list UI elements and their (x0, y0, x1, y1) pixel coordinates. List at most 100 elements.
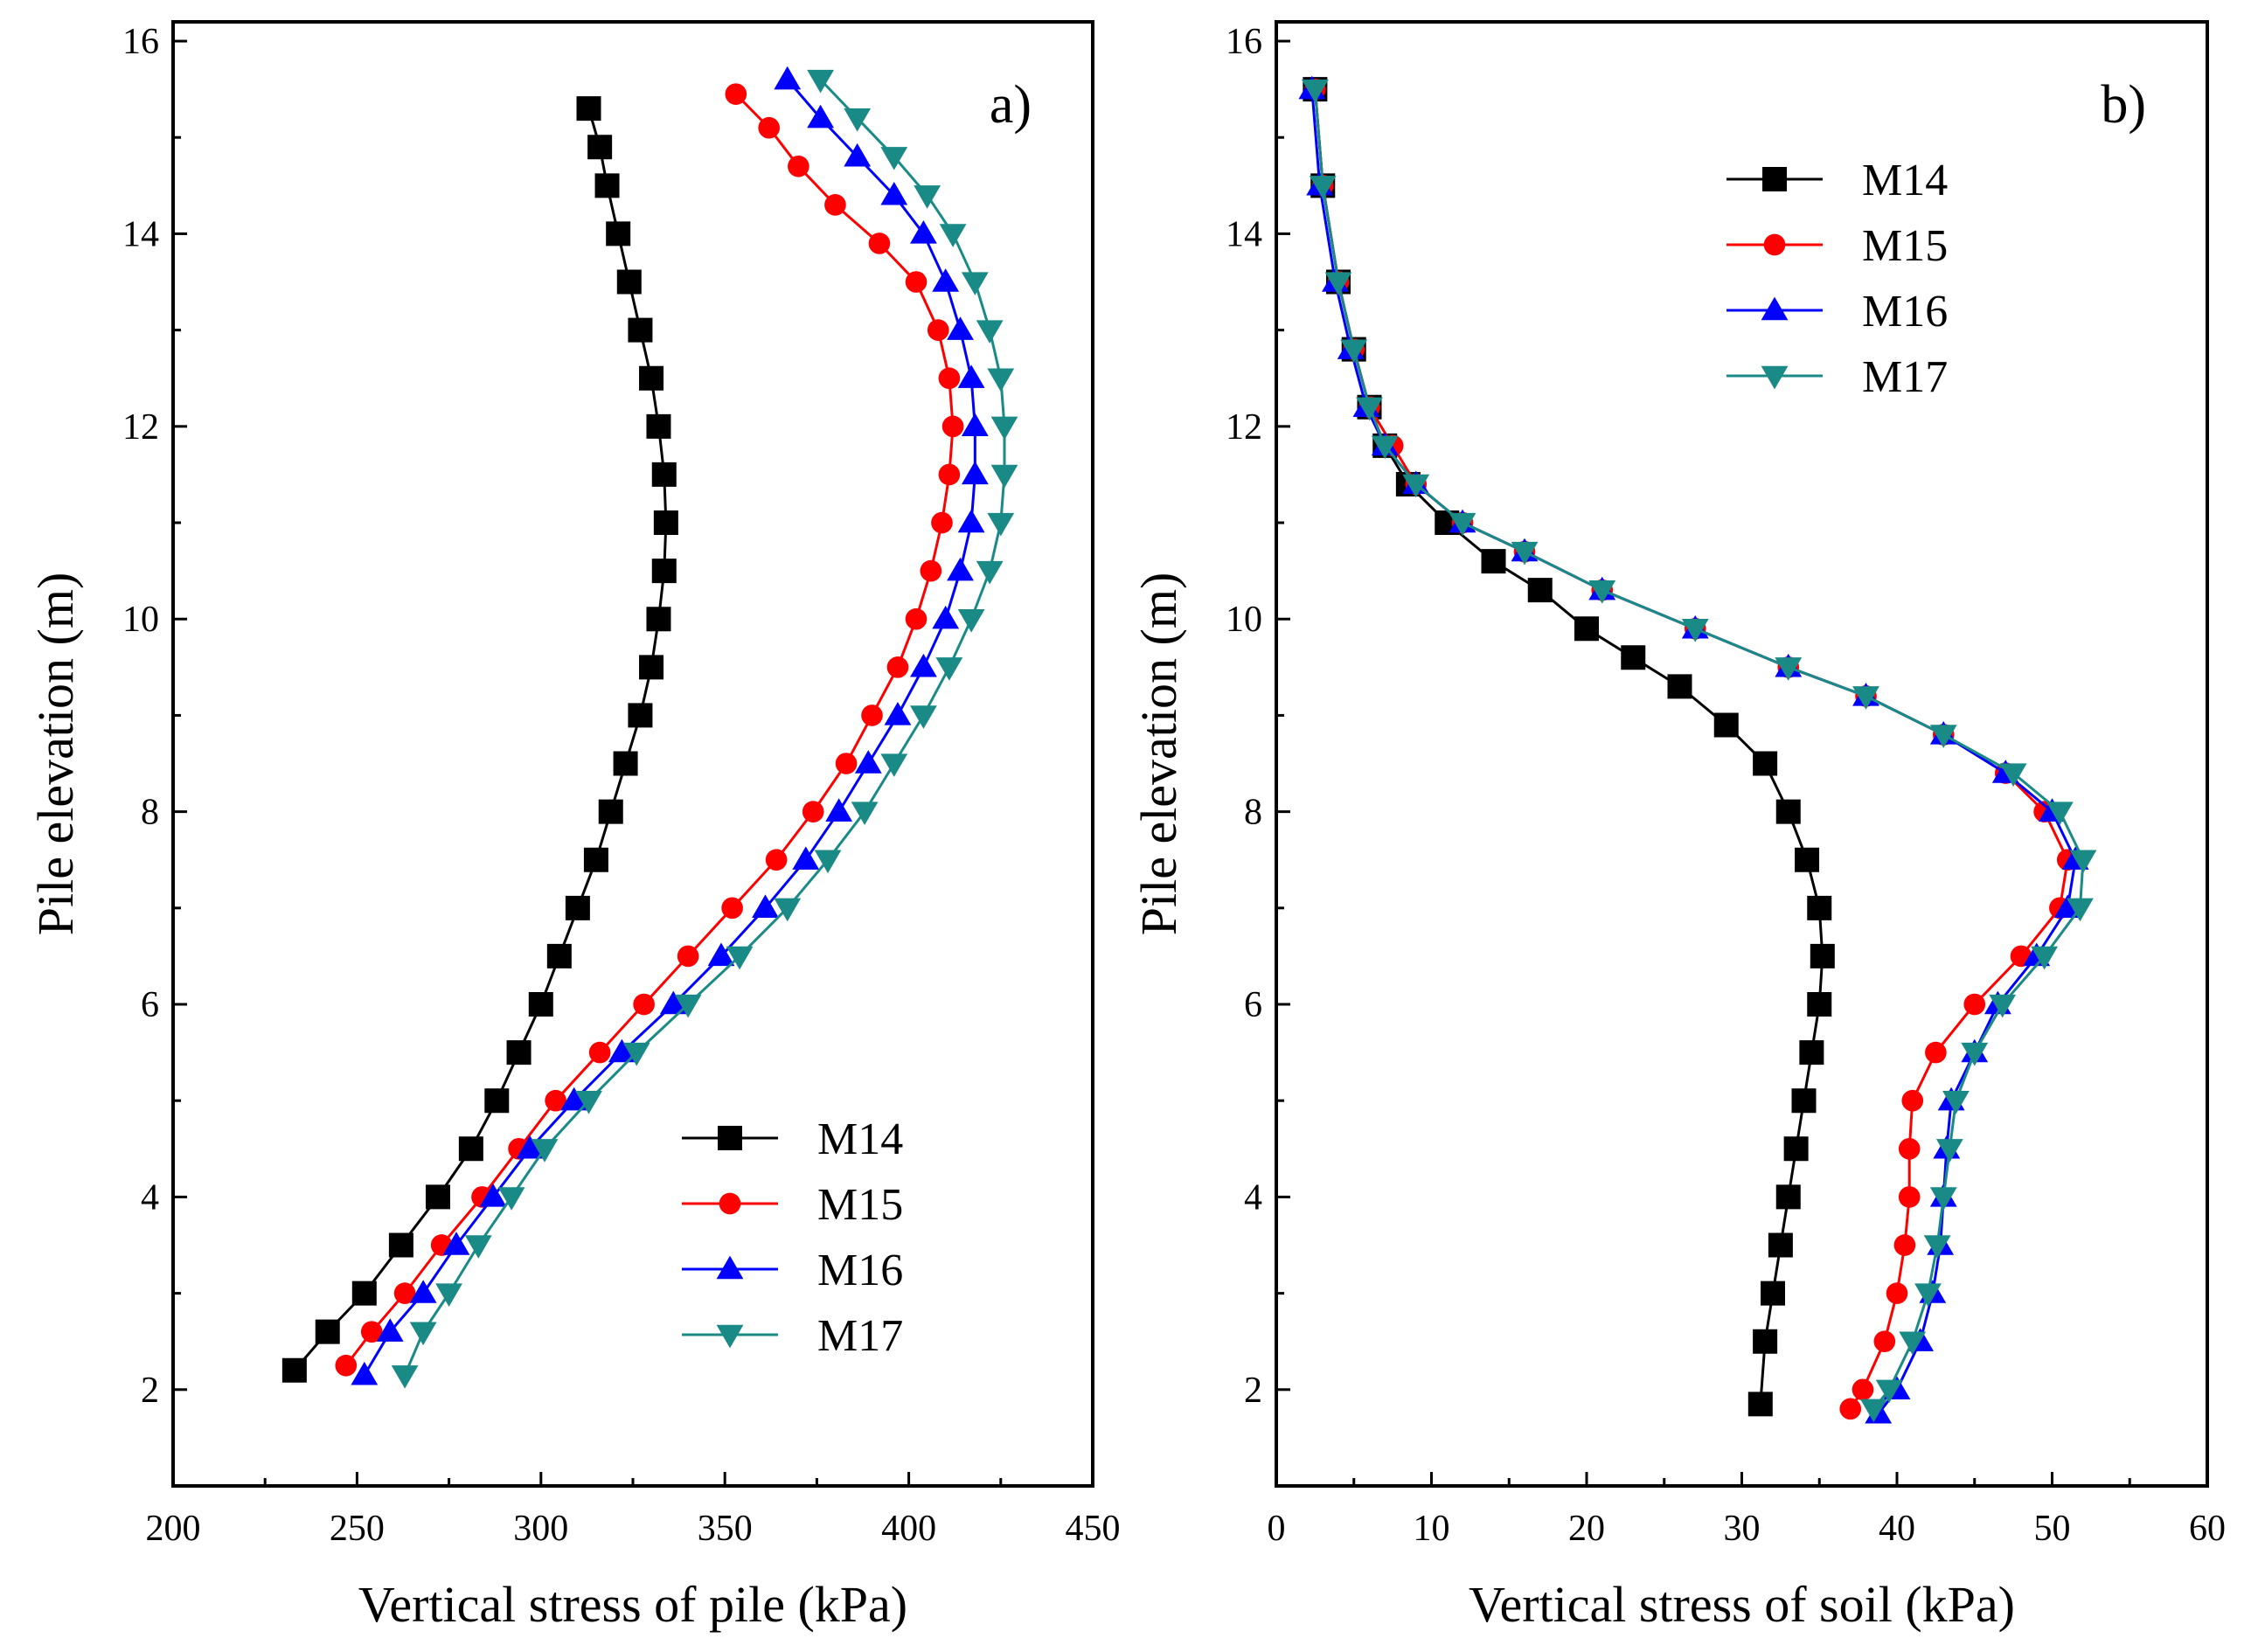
y-tick-label: 12 (1226, 407, 1262, 448)
data-point (976, 560, 1004, 585)
data-point (1449, 512, 1476, 537)
data-point (677, 945, 699, 968)
data-point (1873, 1330, 1896, 1353)
x-tick-label: 10 (1414, 1509, 1450, 1549)
data-point (1929, 1187, 1957, 1211)
y-tick-label: 8 (1244, 793, 1262, 833)
data-point (935, 657, 963, 681)
data-point (1799, 1040, 1824, 1065)
data-point (281, 1357, 307, 1383)
y-tick-label: 14 (122, 214, 159, 254)
series-line (293, 108, 668, 1371)
data-point (844, 142, 872, 167)
series-m14 (281, 96, 678, 1383)
data-point (886, 656, 909, 678)
data-point (651, 462, 677, 487)
legend-label: M15 (817, 1180, 903, 1230)
data-point (1901, 1089, 1924, 1112)
data-point (484, 1088, 510, 1114)
data-point (938, 463, 961, 486)
data-point (646, 607, 671, 632)
data-point (957, 509, 985, 533)
data-point (957, 609, 985, 633)
data-point (1999, 763, 2027, 787)
x-tick-label: 450 (1066, 1509, 1121, 1549)
data-point (931, 511, 953, 534)
x-tick-label: 40 (1879, 1509, 1915, 1549)
data-point (531, 1139, 559, 1163)
data-point (914, 185, 941, 209)
data-point (598, 799, 623, 824)
data-point (947, 316, 974, 340)
data-point (1914, 1283, 1942, 1308)
data-point (851, 802, 879, 826)
data-point (458, 1136, 483, 1162)
y-tick-label: 4 (141, 1177, 159, 1218)
data-point (1807, 895, 1832, 920)
legend-marker (718, 1126, 742, 1150)
data-point (880, 181, 908, 205)
data-point (616, 269, 642, 295)
data-point (1753, 1329, 1778, 1354)
data-point (752, 894, 779, 919)
data-point (388, 1232, 413, 1258)
data-point (315, 1319, 340, 1344)
legend-marker (1762, 167, 1787, 191)
legend-marker (716, 1324, 744, 1349)
y-axis-label: Pile elevation (m) (27, 573, 84, 936)
data-point (606, 221, 631, 246)
data-point (1768, 1232, 1793, 1258)
data-point (376, 1318, 404, 1342)
data-point (1775, 799, 1801, 824)
data-point (1753, 751, 1778, 776)
data-point (927, 319, 949, 341)
data-point (1301, 79, 1329, 103)
data-point (1713, 712, 1739, 738)
x-tick-label: 300 (513, 1509, 568, 1549)
data-point (939, 224, 967, 247)
data-point (825, 798, 853, 822)
data-point (1852, 1378, 1874, 1401)
data-point (588, 1041, 611, 1064)
data-point (1340, 339, 1368, 364)
data-point (651, 559, 677, 584)
data-point (1747, 1392, 1773, 1417)
data-point (1898, 1186, 1921, 1208)
y-tick-label: 2 (141, 1371, 159, 1411)
data-point (594, 173, 620, 198)
data-point (587, 135, 613, 160)
data-point (335, 1354, 358, 1377)
data-point (938, 367, 961, 390)
data-point (409, 1322, 437, 1346)
data-point (506, 1040, 531, 1065)
data-point (1839, 1398, 1862, 1420)
data-point (1681, 619, 1709, 642)
data-point (1942, 1091, 1970, 1114)
data-point (1402, 474, 1430, 498)
y-tick-label: 10 (1226, 600, 1262, 640)
data-point (576, 96, 601, 121)
data-point (1898, 1137, 1921, 1160)
panel-a: 200 250 300 350 400 450 2 4 6 8 10 12 14 16 Vertical s… (27, 20, 1121, 1633)
data-point (861, 705, 883, 726)
data-point (854, 750, 882, 774)
legend-marker (1761, 365, 1789, 390)
data-point (464, 1235, 492, 1259)
y-tick-label: 8 (141, 793, 159, 833)
data-point (932, 605, 960, 629)
data-point (1621, 645, 1646, 670)
data-point (824, 194, 846, 216)
data-point (961, 461, 989, 485)
data-point (516, 1135, 544, 1159)
plot-frame (1275, 20, 2209, 1488)
legend-label: M17 (817, 1311, 903, 1361)
series-m14 (1303, 77, 1835, 1417)
series-m17 (391, 69, 1018, 1389)
data-point (409, 1280, 437, 1303)
data-point (360, 1321, 383, 1343)
legend-marker (1763, 233, 1786, 256)
series-line (1310, 89, 2077, 1415)
data-point (990, 416, 1018, 441)
data-point (1859, 1399, 1887, 1423)
legend-marker (716, 1255, 744, 1280)
